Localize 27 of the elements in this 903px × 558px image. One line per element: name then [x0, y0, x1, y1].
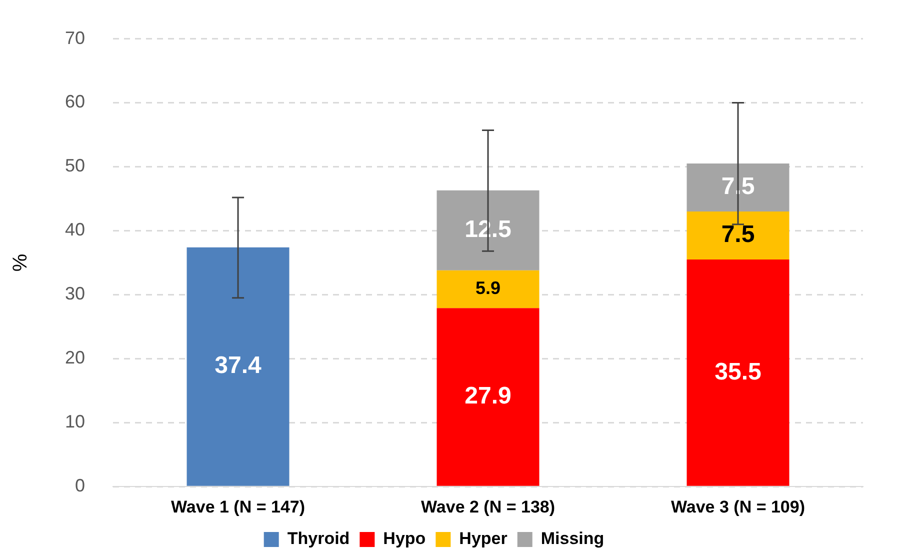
data-label: 35.5: [714, 358, 762, 386]
legend-label: Thyroid: [287, 529, 350, 548]
y-tick-label: 20: [64, 348, 86, 368]
bar: [686, 212, 790, 260]
legend-label: Hyper: [459, 529, 508, 548]
data-label: 7.5: [721, 221, 755, 248]
bar: [436, 270, 540, 308]
data-label: 27.9: [464, 382, 512, 410]
legend-label: Missing: [540, 529, 604, 548]
bar: [186, 247, 290, 486]
y-tick-label: 60: [64, 92, 86, 112]
bar: [436, 190, 540, 270]
x-tick-label: Wave 2 (N = 138): [420, 497, 556, 516]
legend-label: Hypo: [383, 529, 426, 548]
y-tick-label: 40: [64, 220, 86, 240]
data-label: 5.9: [475, 278, 501, 298]
y-tick-label: 0: [75, 476, 86, 496]
x-tick-label: Wave 1 (N = 147): [171, 497, 306, 516]
y-tick-label: 70: [64, 28, 86, 48]
y-axis-title: %: [10, 254, 32, 272]
bar: [686, 260, 790, 486]
y-tick-label: 50: [64, 156, 86, 176]
data-label: 37.4: [214, 352, 262, 380]
x-tick-label: Wave 3 (N = 109): [670, 497, 806, 516]
y-tick-label: 10: [64, 412, 86, 432]
bar: [436, 308, 540, 486]
y-tick-label: 30: [64, 284, 86, 304]
